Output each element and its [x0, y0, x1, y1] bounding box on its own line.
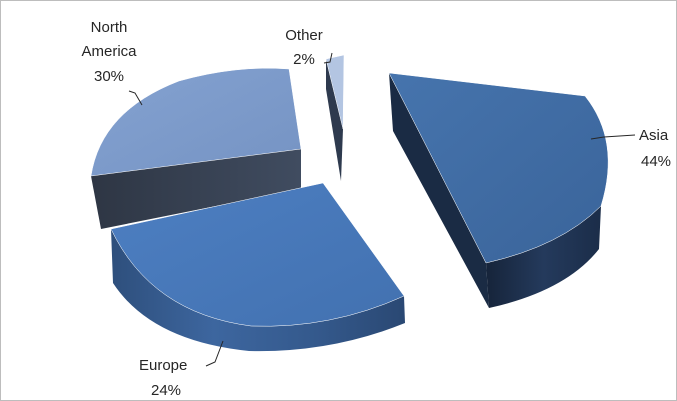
- leader-line-other: [323, 52, 333, 64]
- slice-other: [325, 54, 345, 181]
- slices-layer: [90, 54, 609, 352]
- percent-label-na: 30%: [94, 68, 124, 85]
- labels-layer: Asia 44% Europe 24% North America 30% Other 2%: [81, 19, 671, 399]
- data-label-other: Other 2%: [285, 27, 333, 68]
- percent-label-other: 2%: [293, 51, 315, 68]
- percent-label-asia: 44%: [641, 153, 671, 170]
- slice-north-america-top: [90, 67, 302, 177]
- slice-asia: [388, 72, 609, 308]
- data-label-europe: Europe 24%: [139, 340, 224, 399]
- category-label-asia: Asia: [639, 127, 669, 144]
- slice-other-side: [326, 59, 343, 181]
- leader-line-europe: [205, 340, 224, 367]
- slice-europe-top: [110, 182, 405, 327]
- leader-line-asia: [590, 134, 636, 140]
- slice-asia-side: [486, 206, 601, 308]
- slice-other-top: [325, 54, 345, 130]
- slice-north-america: [90, 67, 302, 229]
- slice-asia-wall: [389, 73, 489, 308]
- slice-asia-top: [388, 72, 609, 264]
- category-label-europe: Europe: [139, 357, 187, 374]
- category-label-other: Other: [285, 27, 323, 44]
- data-label-na: North America 30%: [81, 19, 143, 106]
- slice-north-america-side: [91, 149, 301, 229]
- data-label-asia: Asia 44%: [590, 127, 671, 170]
- leader-line-na: [128, 90, 143, 106]
- slice-europe: [110, 182, 405, 352]
- category-label-na-2: America: [81, 43, 137, 60]
- category-label-na-1: North: [91, 19, 128, 36]
- slice-europe-side: [111, 229, 405, 352]
- percent-label-europe: 24%: [151, 382, 181, 399]
